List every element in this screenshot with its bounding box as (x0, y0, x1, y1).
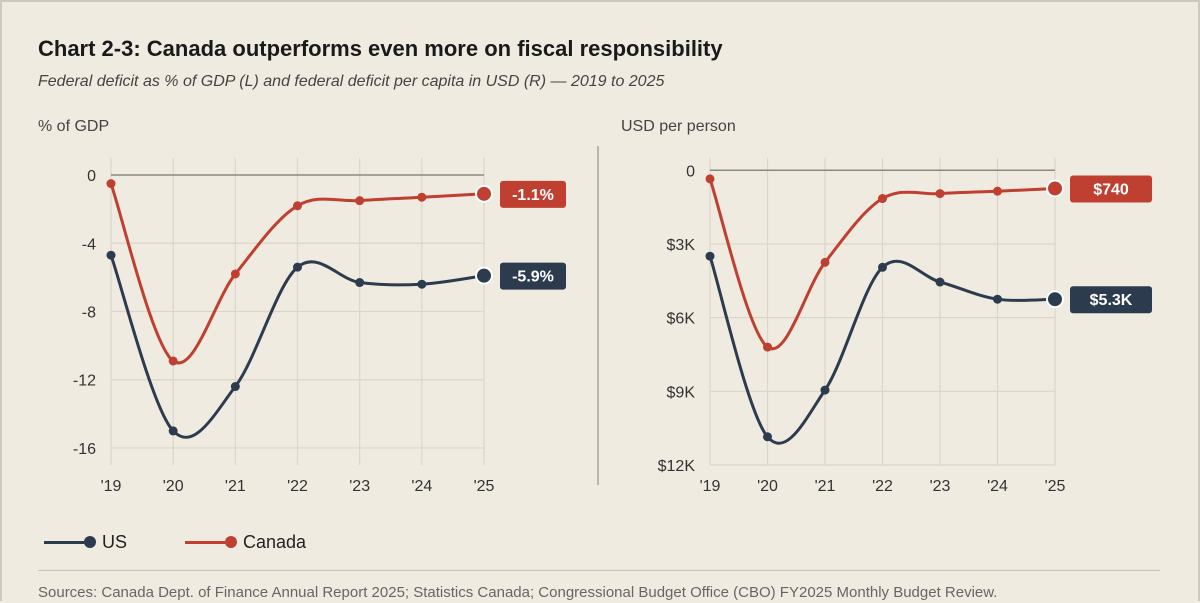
left-end-label-us: -5.9% (512, 269, 554, 286)
chart-subtitle: Federal deficit as % of GDP (L) and fede… (38, 73, 665, 90)
left-end-label-box-us (500, 262, 566, 290)
left-point-canada (230, 269, 240, 279)
right-point-canada (763, 342, 772, 352)
right-ytick-label: $6K (667, 311, 696, 328)
right-axis-title: USD per person (621, 118, 736, 135)
left-line-canada (109, 182, 486, 365)
source-note: Sources: Canada Dept. of Finance Annual … (38, 584, 998, 601)
legend-item-canada[interactable]: Canada (185, 532, 306, 553)
left-ytick-label: -4 (82, 236, 96, 253)
left-end-label-box-canada (500, 180, 566, 208)
right-point-us (820, 385, 830, 395)
left-point-canada (417, 192, 427, 202)
right-xtick-label: '25 (1045, 478, 1066, 495)
right-ytick-label: $12K (658, 458, 696, 475)
right-line-us (708, 254, 1057, 445)
right-end-label-canada: $740 (1093, 181, 1129, 198)
legend-swatch-canada (185, 536, 238, 548)
right-point-canada (935, 189, 945, 199)
left-point-us (293, 262, 302, 272)
right-xtick-label: '20 (757, 478, 778, 495)
left-xtick-label: '25 (474, 478, 495, 495)
left-axis-title: % of GDP (38, 118, 110, 135)
right-point-canada (993, 186, 1002, 196)
right-end-point-us (1046, 290, 1064, 309)
left-point-canada (293, 201, 302, 211)
right-point-us (763, 432, 772, 442)
legend-label-us: US (102, 531, 128, 552)
left-ytick-label: 0 (87, 168, 96, 185)
right-end-label-us: $5.3K (1090, 292, 1133, 309)
right-point-canada (878, 194, 887, 204)
right-xtick-label: '22 (872, 478, 893, 495)
left-point-us (168, 426, 178, 436)
right-point-us (993, 294, 1002, 304)
left-xtick-label: '22 (287, 478, 308, 495)
legend-item-us[interactable]: US (44, 532, 127, 553)
right-xtick-label: '19 (700, 478, 721, 495)
left-point-canada (355, 196, 365, 206)
right-point-canada (820, 257, 830, 267)
right-line-canada (708, 177, 1057, 351)
legend: US Canada (44, 530, 364, 554)
left-xtick-label: '20 (163, 478, 184, 495)
left-xtick-label: '19 (101, 478, 122, 495)
legend-label-canada: Canada (243, 531, 307, 552)
left-point-us (106, 250, 116, 260)
right-end-label-box-us (1070, 286, 1152, 314)
left-ytick-label: -8 (82, 305, 96, 322)
right-point-canada (705, 174, 715, 184)
chart-title: Chart 2-3: Canada outperforms even more … (38, 36, 723, 61)
right-xtick-label: '24 (987, 478, 1008, 495)
left-point-us (417, 279, 427, 289)
left-ytick-label: -16 (73, 441, 96, 458)
right-end-label-box-canada (1070, 175, 1152, 203)
right-point-us (935, 277, 945, 287)
left-xtick-label: '23 (349, 478, 370, 495)
right-ytick-label: $3K (667, 237, 696, 254)
footer-rule (38, 570, 1160, 571)
right-end-point-canada (1046, 179, 1064, 198)
left-point-canada (106, 179, 116, 189)
left-xtick-label: '21 (225, 478, 246, 495)
left-end-label-canada: -1.1% (512, 187, 554, 204)
left-xtick-label: '24 (411, 478, 432, 495)
left-point-canada (168, 356, 178, 366)
right-point-us (878, 262, 887, 272)
left-point-us (230, 382, 240, 392)
right-xtick-label: '21 (815, 478, 836, 495)
right-point-us (705, 251, 715, 261)
left-end-point-canada (475, 184, 493, 203)
left-end-point-us (475, 266, 493, 285)
left-ytick-label: -12 (73, 373, 96, 390)
left-line-us (109, 253, 486, 439)
legend-swatch-us (44, 536, 96, 548)
right-ytick-label: 0 (686, 163, 695, 180)
left-point-us (355, 278, 365, 288)
right-ytick-label: $9K (667, 384, 696, 401)
right-xtick-label: '23 (930, 478, 951, 495)
